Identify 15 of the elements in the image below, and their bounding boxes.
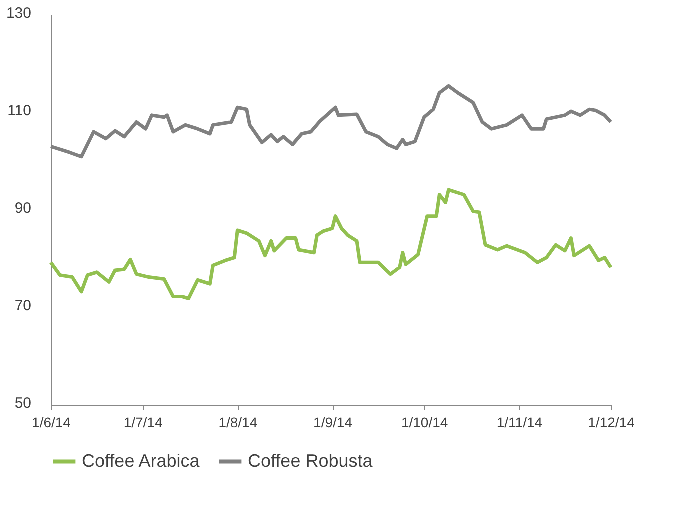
y-tick-label: 50	[14, 395, 32, 412]
y-tick-label: 90	[14, 200, 32, 217]
y-tick-label: 110	[8, 102, 32, 120]
x-tick-label: 1/9/14	[314, 414, 353, 430]
x-tick-label: 1/11/14	[496, 414, 543, 430]
line-series	[49, 188, 613, 300]
legend-label: Coffee Robusta	[248, 450, 374, 471]
legend-label: Coffee Arabica	[82, 450, 201, 471]
x-tick-label: 1/8/14	[218, 414, 258, 430]
y-tick-label: 130	[6, 5, 32, 22]
x-tick-label: 1/7/14	[124, 414, 163, 430]
x-tick-label: 1/6/14	[32, 414, 72, 430]
x-tick-label: 1/12/14	[588, 414, 636, 430]
y-tick-label: 70	[14, 298, 32, 314]
x-tick-label: 1/10/14	[401, 414, 448, 430]
